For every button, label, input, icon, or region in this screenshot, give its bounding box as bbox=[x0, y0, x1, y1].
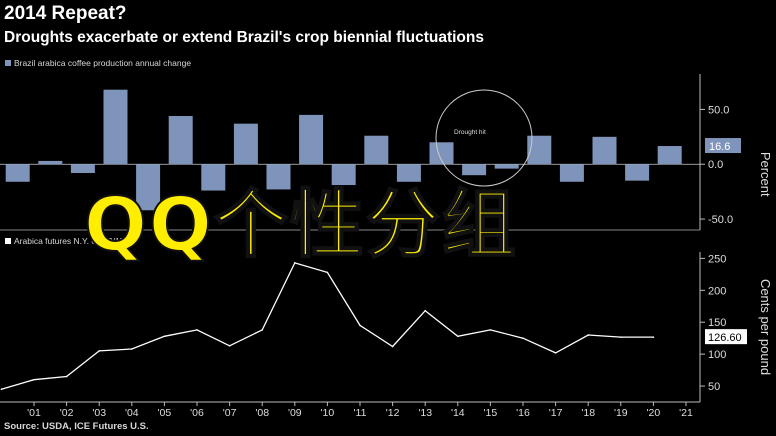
x-tick-label: '12 bbox=[386, 407, 400, 419]
x-tick-label: '07 bbox=[223, 407, 237, 419]
futures-point-2000 bbox=[0, 388, 3, 391]
line-legend-label: Arabica futures N.Y. on 12/17/20 bbox=[14, 236, 137, 246]
x-tick-label: '04 bbox=[125, 407, 139, 419]
x-tick-label: '01 bbox=[27, 407, 41, 419]
bar-2011.5 bbox=[364, 135, 389, 165]
futures-point-2010 bbox=[326, 271, 329, 274]
bar-legend: Brazil arabica coffee production annual … bbox=[5, 58, 191, 68]
chart-title: 2014 Repeat? bbox=[4, 3, 127, 24]
x-tick-label: '15 bbox=[484, 407, 498, 419]
x-tick-label: '21 bbox=[679, 407, 693, 419]
futures-point-2020 bbox=[652, 336, 655, 338]
x-tick-label: '03 bbox=[92, 407, 106, 419]
line-last-value-label: 126.60 bbox=[708, 332, 742, 344]
bar-ytick-label: 0.0 bbox=[708, 159, 723, 171]
x-tick-label: '02 bbox=[60, 407, 74, 419]
bar-axis-title: Percent bbox=[758, 152, 773, 197]
bar-2010.5 bbox=[331, 164, 356, 186]
futures-point-2008 bbox=[261, 329, 264, 331]
bar-2003.5 bbox=[103, 89, 128, 165]
line-ytick-label: 100 bbox=[708, 349, 726, 361]
bar-last-value-box bbox=[705, 138, 741, 154]
futures-point-2017 bbox=[554, 352, 557, 354]
x-tick-label: '11 bbox=[354, 407, 367, 419]
bar-2000.5 bbox=[5, 164, 30, 182]
bar-2016.5 bbox=[527, 135, 552, 165]
line-ytick-label: 50 bbox=[708, 381, 720, 393]
futures-point-2009 bbox=[294, 262, 296, 264]
x-tick-label: '09 bbox=[288, 407, 302, 419]
x-tick-label: '10 bbox=[321, 407, 335, 419]
futures-price-line bbox=[1, 262, 654, 390]
x-tick-label: '13 bbox=[418, 407, 432, 419]
bar-2019.5 bbox=[625, 164, 650, 181]
line-last-value-box bbox=[705, 329, 747, 345]
x-tick-label: '06 bbox=[190, 407, 204, 419]
drought-circle bbox=[435, 89, 533, 187]
line-ytick-label: 150 bbox=[708, 317, 726, 329]
futures-point-2014 bbox=[457, 335, 459, 338]
bar-legend-label: Brazil arabica coffee production annual … bbox=[14, 58, 192, 68]
bar-2002.5 bbox=[70, 164, 95, 173]
bar-2008.5 bbox=[266, 164, 291, 190]
futures-point-2004 bbox=[131, 348, 133, 350]
x-tick-label: '18 bbox=[581, 407, 595, 419]
futures-point-2001 bbox=[33, 378, 35, 381]
futures-point-2019 bbox=[620, 336, 622, 338]
bar-2006.5 bbox=[201, 164, 226, 191]
drought-annotation: Drought hit bbox=[454, 129, 486, 136]
line-legend-swatch bbox=[5, 238, 11, 244]
futures-point-2006 bbox=[196, 329, 198, 331]
bar-ytick-label: 50.0 bbox=[708, 104, 729, 116]
bar-ytick-label: -50.0 bbox=[708, 214, 733, 226]
x-tick-label: '17 bbox=[549, 407, 563, 419]
line-legend: Arabica futures N.Y. on 12/17/20 bbox=[5, 236, 136, 246]
line-ytick-label: 200 bbox=[708, 285, 726, 297]
futures-point-2003 bbox=[98, 350, 100, 352]
x-tick-label: '05 bbox=[158, 407, 172, 419]
futures-point-2018 bbox=[587, 334, 589, 336]
bar-legend-swatch bbox=[5, 60, 11, 66]
x-tick-label: '14 bbox=[451, 407, 465, 419]
x-tick-label: '20 bbox=[647, 407, 661, 419]
futures-point-2012 bbox=[391, 345, 394, 348]
bar-2007.5 bbox=[233, 123, 258, 165]
bar-last-value-label: 16.6 bbox=[709, 141, 730, 153]
futures-point-2011 bbox=[359, 324, 361, 327]
bar-2014.5 bbox=[462, 164, 487, 176]
futures-point-2005 bbox=[163, 335, 166, 338]
x-tick-label: '16 bbox=[516, 407, 530, 419]
bar-2018.5 bbox=[592, 136, 617, 165]
bar-2013.5 bbox=[429, 142, 454, 165]
futures-point-2016 bbox=[522, 337, 524, 339]
bar-2020.5 bbox=[657, 146, 682, 165]
futures-point-2015 bbox=[489, 329, 492, 331]
bar-2012.5 bbox=[396, 164, 421, 182]
chart-subtitle: Droughts exacerbate or extend Brazil's c… bbox=[4, 29, 484, 46]
futures-point-2007 bbox=[228, 345, 231, 347]
watermark-overlay-text: QQ个性分组 bbox=[83, 182, 518, 268]
bar-2017.5 bbox=[559, 164, 584, 182]
line-axis-title: Cents per pound bbox=[758, 279, 773, 375]
futures-point-2002 bbox=[65, 375, 68, 378]
bar-2015.5 bbox=[494, 164, 519, 169]
bar-2009.5 bbox=[299, 114, 324, 165]
futures-point-2013 bbox=[424, 309, 427, 312]
line-ytick-label: 250 bbox=[708, 253, 726, 265]
bar-2005.5 bbox=[168, 115, 193, 165]
x-tick-label: '08 bbox=[255, 407, 269, 419]
bar-2004.5 bbox=[136, 164, 161, 211]
bar-2001.5 bbox=[38, 160, 63, 165]
x-tick-label: '19 bbox=[614, 407, 628, 419]
source-note: Source: USDA, ICE Futures U.S. bbox=[4, 421, 149, 432]
